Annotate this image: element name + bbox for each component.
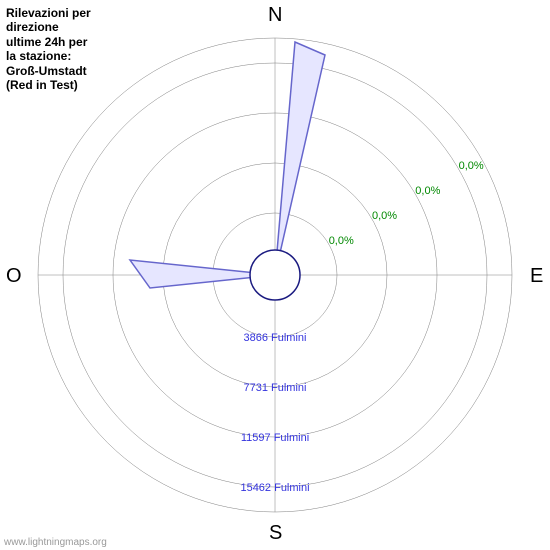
svg-text:11597 Fulmini: 11597 Fulmini [241,432,309,444]
footer-link[interactable]: www.lightningmaps.org [4,537,107,548]
svg-text:0,0%: 0,0% [372,210,397,222]
svg-text:0,0%: 0,0% [415,185,440,197]
cardinal-north: N [268,4,282,27]
svg-text:0,0%: 0,0% [329,235,354,247]
cardinal-south: S [269,522,282,545]
svg-text:15462 Fulmini: 15462 Fulmini [240,482,309,494]
svg-text:7731 Fulmini: 7731 Fulmini [244,382,307,394]
svg-text:0,0%: 0,0% [459,160,484,172]
cardinal-east: E [530,265,543,288]
cardinal-west: O [6,265,22,288]
svg-text:3866 Fulmini: 3866 Fulmini [244,332,307,344]
chart-title: Rilevazioni per direzione ultime 24h per… [6,6,91,92]
